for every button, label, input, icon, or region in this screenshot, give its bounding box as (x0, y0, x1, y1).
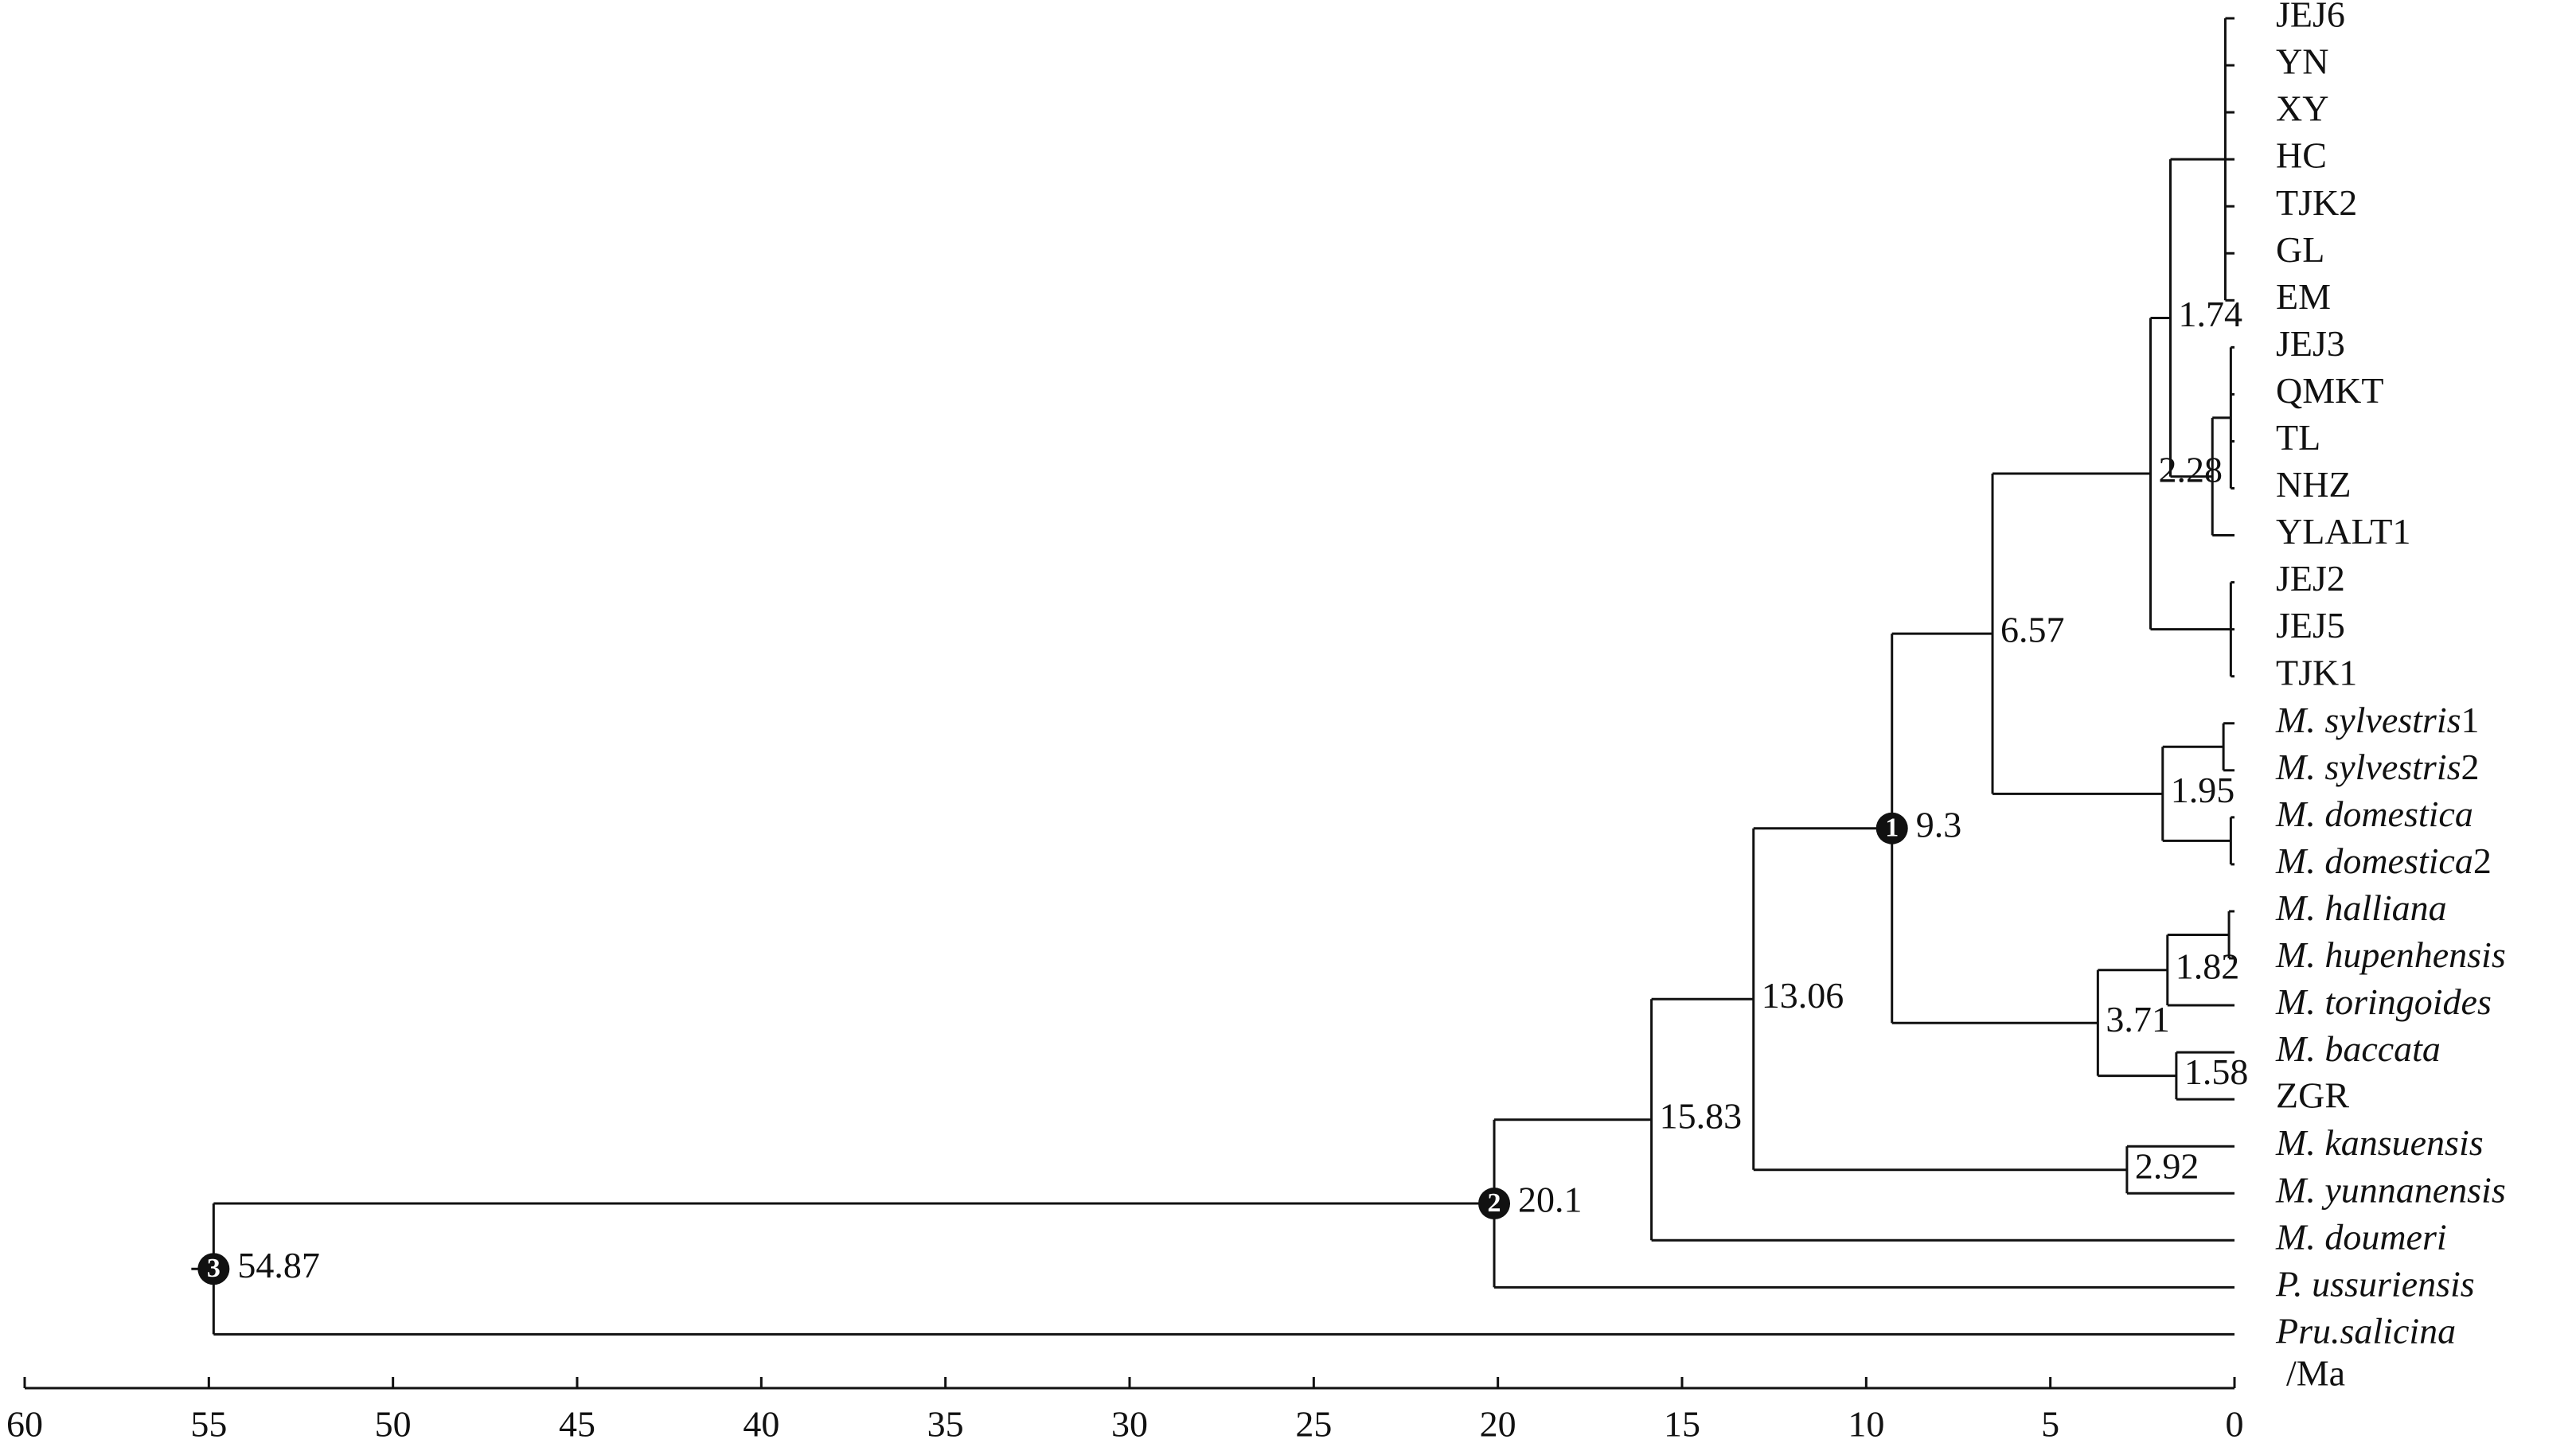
tick-label: 5 (2041, 1404, 2059, 1445)
tip-label: M. doumeri (2275, 1216, 2447, 1257)
tip-label-species: P. ussuriensis (2275, 1263, 2475, 1304)
tip-label: Pru.salicina (2275, 1310, 2456, 1351)
tip-label: GL (2276, 229, 2324, 270)
node-age-label: 9.3 (1916, 804, 1962, 844)
calibration-number: 1 (1885, 813, 1899, 842)
tip-label: M. sylvestris1 (2275, 699, 2480, 739)
node-age-label: 1.95 (2171, 770, 2235, 810)
tick-label: 35 (927, 1404, 964, 1445)
tick-label: 15 (1664, 1404, 1700, 1445)
tip-label: M. domestica2 (2275, 840, 2492, 880)
tip-label: M. toringoides (2275, 981, 2492, 1022)
tip-label-species: M. yunnanensis (2275, 1169, 2506, 1210)
tip-label-species: Pru.salicina (2275, 1310, 2456, 1351)
tip-label: TL (2276, 417, 2320, 458)
tip-label: JEJ3 (2276, 323, 2345, 364)
tip-label: M. halliana (2275, 887, 2447, 928)
axis-label: /Ma (2286, 1353, 2345, 1394)
node-age-label: 15.83 (1660, 1095, 1743, 1136)
tip-label: JEJ2 (2276, 558, 2345, 599)
tick-label: 50 (375, 1404, 412, 1445)
node-age-label: 2.28 (2159, 450, 2223, 490)
calibration-number: 3 (207, 1254, 221, 1283)
tip-label-species: M. halliana (2275, 887, 2447, 928)
node-age-label: 1.82 (2176, 946, 2240, 986)
tip-label: M. baccata (2275, 1028, 2441, 1069)
tip-label-suffix: 1 (2461, 699, 2480, 739)
tip-label-species: M. doumeri (2275, 1216, 2447, 1257)
tip-label: YLALT1 (2276, 511, 2411, 552)
tip-label: XY (2276, 88, 2328, 129)
calibration-marker (1478, 1188, 1511, 1220)
tip-label: NHZ (2276, 464, 2352, 505)
tick-label: 40 (743, 1404, 779, 1445)
tip-label: TJK1 (2276, 652, 2357, 692)
node-age-label: 1.74 (2178, 294, 2242, 334)
tip-label: M. sylvestris2 (2275, 746, 2480, 786)
calibration-marker (197, 1253, 230, 1285)
tip-label: P. ussuriensis (2275, 1263, 2475, 1304)
node-age-label: 20.1 (1518, 1180, 1583, 1220)
tip-label: HC (2276, 135, 2327, 176)
tip-label: M. kansuensis (2275, 1122, 2484, 1163)
tip-label: QMKT (2276, 370, 2383, 411)
tip-label-suffix: 2 (2473, 840, 2492, 880)
tick-label: 30 (1111, 1404, 1148, 1445)
node-age-label: 3.71 (2106, 999, 2170, 1039)
tip-label-suffix: 2 (2461, 746, 2480, 786)
calibration-number: 2 (1488, 1188, 1501, 1218)
tip-label: TJK2 (2276, 182, 2357, 223)
tick-label: 20 (1480, 1404, 1516, 1445)
tick-label: 45 (559, 1404, 595, 1445)
tip-label-species: M. domestica (2275, 840, 2473, 880)
tip-label-species: M. hupenhensis (2275, 934, 2506, 975)
tick-label: 10 (1848, 1404, 1884, 1445)
tick-label: 55 (190, 1404, 227, 1445)
tip-label-species: M. sylvestris (2275, 746, 2461, 786)
tip-label: JEJ5 (2276, 605, 2345, 646)
tip-label: JEJ6 (2276, 0, 2345, 35)
tip-label-species: M. toringoides (2275, 981, 2492, 1022)
tip-label: M. hupenhensis (2275, 934, 2506, 975)
tick-label: 60 (6, 1404, 43, 1445)
node-age-label: 13.06 (1762, 975, 1844, 1016)
tip-label-species: M. kansuensis (2275, 1122, 2484, 1163)
tip-label: YN (2276, 41, 2328, 82)
tip-label-species: M. baccata (2275, 1028, 2441, 1069)
tip-label: M. yunnanensis (2275, 1169, 2506, 1210)
tick-label: 25 (1295, 1404, 1332, 1445)
node-age-label: 1.58 (2184, 1051, 2249, 1092)
tip-label: EM (2276, 276, 2331, 317)
tick-label: 0 (2226, 1404, 2244, 1445)
tip-label: M. domestica (2275, 793, 2473, 833)
calibration-marker (1875, 812, 1908, 844)
tip-label: ZGR (2276, 1075, 2349, 1116)
node-age-label: 2.92 (2135, 1145, 2199, 1186)
node-age-label: 54.87 (237, 1245, 320, 1285)
tip-label-species: M. sylvestris (2275, 699, 2461, 739)
tip-label-species: M. domestica (2275, 793, 2473, 833)
node-age-label: 6.57 (2000, 610, 2065, 650)
